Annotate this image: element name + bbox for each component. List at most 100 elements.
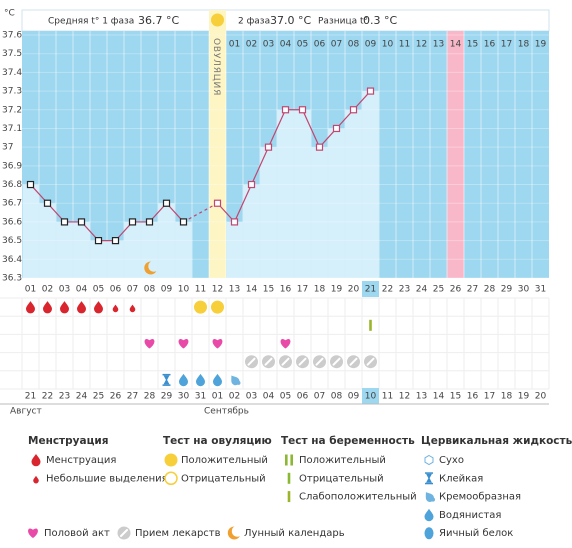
legend-title: Менструация xyxy=(28,435,108,447)
post-ovulation-day: 15 xyxy=(467,40,478,50)
x-tick-label: 11 xyxy=(195,285,206,295)
post-ovulation-day: 18 xyxy=(518,40,530,50)
legend-icon xyxy=(424,454,434,466)
icon-watery xyxy=(196,373,205,387)
y-tick-label: 37 xyxy=(2,143,13,153)
date-label: 28 xyxy=(144,392,156,402)
icon-part xyxy=(280,338,291,349)
temperature-marker xyxy=(94,237,103,245)
moon-icon xyxy=(144,261,157,275)
x-tick-label: 28 xyxy=(484,285,496,295)
x-tick-label: 21 xyxy=(365,285,376,295)
icon-part xyxy=(369,319,372,331)
icon-watery xyxy=(179,373,188,387)
temperature-marker xyxy=(298,106,307,114)
legend-icon xyxy=(164,471,178,486)
icon-part xyxy=(425,482,433,485)
legend-icon xyxy=(425,472,433,485)
date-label: 15 xyxy=(450,392,461,402)
temperature-marker xyxy=(281,106,290,114)
temperature-bar xyxy=(311,147,328,278)
icon-part xyxy=(94,301,103,314)
legend-label: Кремообразная xyxy=(439,492,521,503)
temperature-marker xyxy=(111,237,120,245)
legend-label: Отрицательный xyxy=(299,473,384,484)
phase2-label: 2 фаза xyxy=(238,17,270,27)
post-ovulation-day: 06 xyxy=(314,40,326,50)
icon-part xyxy=(426,473,432,483)
legend-label: Яичный белок xyxy=(439,528,513,539)
x-tick-label: 12 xyxy=(212,285,223,295)
temperature-bar xyxy=(56,221,73,278)
date-label: 31 xyxy=(195,392,206,402)
date-label: 04 xyxy=(263,392,275,402)
x-tick-label: 31 xyxy=(535,285,546,295)
icon-part xyxy=(164,453,178,467)
icon-part xyxy=(211,300,224,314)
icon-part xyxy=(33,475,39,484)
temperature-gap-line xyxy=(183,202,218,223)
icon-part xyxy=(213,373,222,387)
icon-part xyxy=(162,373,171,376)
post-ovulation-day: 09 xyxy=(365,40,377,50)
date-label: 25 xyxy=(93,392,104,402)
icon-menses xyxy=(26,301,35,314)
post-ovulation-day: 19 xyxy=(535,40,547,50)
icon-part xyxy=(366,357,375,366)
legend-icon xyxy=(424,508,434,522)
x-tick-label: 13 xyxy=(229,285,240,295)
icon-part xyxy=(162,384,171,386)
legend-icon xyxy=(425,492,435,502)
legend-label: Прием лекарств xyxy=(135,528,221,539)
date-label: 30 xyxy=(178,392,190,402)
legend-icon xyxy=(31,454,41,467)
x-tick-label: 23 xyxy=(399,285,410,295)
icon-preg_weak xyxy=(369,319,372,331)
temperature-bar xyxy=(158,203,175,278)
legend-label: Водянистая xyxy=(439,510,501,521)
temperature-marker xyxy=(179,218,188,226)
temperature-marker xyxy=(315,143,324,151)
icon-part xyxy=(424,454,434,466)
icon-part xyxy=(31,454,41,467)
legend-title: Тест на беременность xyxy=(281,435,415,447)
post-ovulation-day: 07 xyxy=(331,40,342,50)
x-tick-label: 29 xyxy=(501,285,513,295)
icon-ovu_pos xyxy=(194,300,207,314)
x-tick-label: 25 xyxy=(433,285,444,295)
x-tick-label: 22 xyxy=(382,285,393,295)
date-label: 10 xyxy=(365,392,377,402)
post-ovulation-day: 13 xyxy=(433,40,444,50)
temperature-bar xyxy=(39,203,56,278)
temperature-bar xyxy=(90,240,107,278)
post-ovulation-day: 04 xyxy=(280,40,292,50)
icon-part xyxy=(28,528,38,538)
month-label: Август xyxy=(10,407,42,417)
temperature-bar xyxy=(73,221,90,278)
post-ovulation-day: 12 xyxy=(416,40,427,50)
phase2-value: 37.0 °C xyxy=(270,14,311,27)
icon-part xyxy=(349,357,358,366)
date-label: 08 xyxy=(331,392,343,402)
x-tick-label: 04 xyxy=(76,285,88,295)
temperature-marker xyxy=(230,218,239,226)
icon-pill xyxy=(347,355,360,369)
diff-label: Разница t° xyxy=(318,17,368,27)
legend-icon xyxy=(227,526,240,540)
post-ovulation-day: 02 xyxy=(246,40,257,50)
date-label: 22 xyxy=(42,392,53,402)
date-label: 06 xyxy=(297,392,309,402)
y-tick-label: 36.5 xyxy=(2,236,22,246)
legend-icon xyxy=(164,453,178,467)
icon-part xyxy=(285,454,288,466)
current-day-box xyxy=(362,281,379,297)
date-label: 09 xyxy=(348,392,360,402)
legend-title: Тест на овуляцию xyxy=(163,435,272,447)
icon-sex xyxy=(212,338,223,349)
icon-part xyxy=(247,357,256,366)
legend-label: Клейкая xyxy=(439,473,483,484)
temperature-bar xyxy=(175,221,192,278)
date-label: 12 xyxy=(399,392,410,402)
x-tick-label: 10 xyxy=(178,285,190,295)
